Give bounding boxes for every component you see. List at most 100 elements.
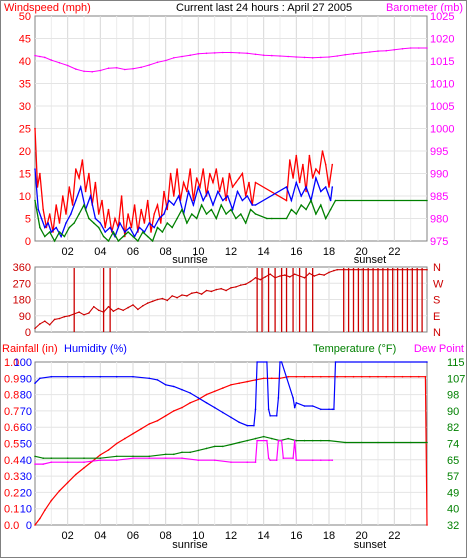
- wind-low-point-58: [334, 199, 337, 202]
- wind-gust-point-43: [173, 195, 175, 197]
- wind-avg-point-44: [241, 199, 244, 202]
- direction-direction-point-24: [151, 300, 154, 303]
- rht-rain-point-4: [58, 490, 61, 492]
- direction-ytick-right-2: S: [433, 295, 440, 307]
- rain-ytick-10: 1.0: [4, 357, 19, 369]
- rht-humidity-point-32: [293, 406, 296, 409]
- wind-grid: [35, 16, 427, 241]
- wind-barometer-point-5: [66, 64, 69, 67]
- rht-dewpoint-point-11: [197, 459, 200, 462]
- wind-ytick-right-5: 1000: [430, 124, 454, 136]
- direction-direction-point-13: [97, 309, 100, 312]
- direction-direction-point-42: [240, 284, 242, 286]
- wind-low-point-29: [176, 217, 178, 220]
- rht-rain-point-24: [222, 387, 224, 389]
- wind-low-point-3: [48, 231, 51, 233]
- rht-humidity-point-27: [275, 415, 278, 417]
- wind-avg-point-57: [329, 199, 332, 202]
- wind-avg-point-45: [246, 195, 249, 197]
- rht-dewpoint-point-23: [282, 457, 285, 460]
- rht-humidity-point-36: [320, 408, 322, 411]
- wind-gust-point-61: [231, 186, 234, 188]
- rht-dewpoint-point-20: [275, 459, 278, 462]
- wind-gust-point-12: [71, 204, 74, 206]
- wind-barometer-point-49: [426, 47, 428, 49]
- rht-temperature-point-24: [287, 437, 290, 440]
- wind-gust-point-73: [298, 181, 301, 184]
- rht-humidity-point-3: [66, 375, 69, 378]
- rht-dewpoint-point-10: [181, 457, 183, 460]
- wind-gust-point-79: [318, 172, 321, 175]
- wind-low-point-15: [107, 240, 110, 242]
- rht-humidity-point-21: [253, 424, 255, 427]
- wind-avg-point-8: [65, 222, 67, 224]
- wind-gust-point-31: [133, 204, 136, 206]
- wind-barometer-point-15: [148, 64, 151, 66]
- rht-temperature-point-3: [66, 457, 69, 460]
- wind-gust-point-11: [68, 186, 71, 188]
- wind-avg-point-4: [47, 222, 49, 224]
- wind-low-point-34: [200, 204, 203, 206]
- wind-low-point-18: [122, 235, 124, 238]
- wind-gust-point-74: [302, 163, 304, 166]
- wind-avg-point-42: [231, 208, 234, 211]
- temperature-ytick-0: 32: [447, 520, 459, 532]
- wind-barometer-point-21: [197, 53, 200, 55]
- direction-direction-point-19: [127, 306, 129, 309]
- direction-ytick-right-1: E: [433, 311, 440, 323]
- rht-humidity-point-10: [164, 384, 167, 386]
- rht-series-temperature: [34, 435, 427, 459]
- direction-direction-point-9: [78, 311, 80, 313]
- rht-humidity-point-22: [254, 408, 257, 411]
- rht-rain-point-33: [295, 375, 298, 378]
- wind-avg-point-36: [202, 199, 204, 202]
- wind-gust-point-46: [182, 181, 185, 184]
- rain-ytick-8: 0.8: [4, 390, 19, 402]
- rht-temperature-point-32: [377, 441, 379, 444]
- rht-series: [34, 361, 428, 526]
- wind-avg-point-38: [212, 204, 214, 206]
- wind-barometer-point-20: [189, 54, 191, 56]
- humidity-ytick-5: 50: [20, 439, 32, 451]
- wind-barometer-point-45: [393, 49, 396, 51]
- wind-xtick-20: 20: [356, 246, 368, 258]
- rht-xtick-18: 18: [323, 530, 335, 542]
- rht-temperature-point-6: [115, 455, 118, 458]
- rht-rain-point-3: [50, 499, 53, 502]
- temperature-ytick-2: 49: [447, 487, 459, 499]
- rht-dewpoint-point-29: [328, 459, 330, 462]
- rht-humidity-point-38: [331, 408, 334, 411]
- rht-rain-point-29: [262, 377, 265, 380]
- rht-humidity-point-6: [115, 375, 118, 378]
- direction-direction-point-28: [171, 295, 173, 297]
- wind-avg-point-19: [119, 222, 121, 224]
- rht-rain-point-22: [205, 393, 208, 396]
- wind-xtick-22: 22: [388, 246, 400, 258]
- wind-avg-point-35: [197, 186, 200, 188]
- direction-direction-point-15: [107, 305, 110, 308]
- wind-gust-point-16: [84, 190, 87, 193]
- rht-sunset-label: sunset: [354, 539, 386, 551]
- wind-ytick-right-1: 980: [430, 214, 448, 226]
- rht-rain-point-16: [156, 419, 159, 422]
- wind-gust-point-76: [308, 154, 311, 157]
- rht-dewpoint-point-2: [50, 461, 53, 464]
- rht-dewpoint-point-5: [99, 459, 102, 462]
- rht-temperature-point-9: [164, 453, 167, 456]
- wind-avg-point-13: [89, 195, 92, 197]
- rht-rain-point-37: [328, 375, 330, 378]
- rht-humidity-point-25: [267, 408, 270, 411]
- rht-temperature-point-26: [303, 439, 306, 442]
- direction-direction-point-58: [318, 273, 321, 276]
- rht-dewpoint-point-8: [148, 457, 151, 460]
- wind-barometer-point-18: [173, 57, 175, 59]
- rht-rain-point-9: [99, 454, 102, 456]
- wind-barometer-point-33: [295, 56, 298, 58]
- wind-barometer-point-41: [360, 52, 363, 54]
- wind-avg-point-0: [34, 168, 36, 170]
- rht-dewpoint-point-24: [292, 457, 294, 460]
- wind-gust-point-59: [225, 199, 227, 202]
- wind-low-point-48: [285, 217, 288, 220]
- rht-dewpoint-point-0: [34, 463, 36, 465]
